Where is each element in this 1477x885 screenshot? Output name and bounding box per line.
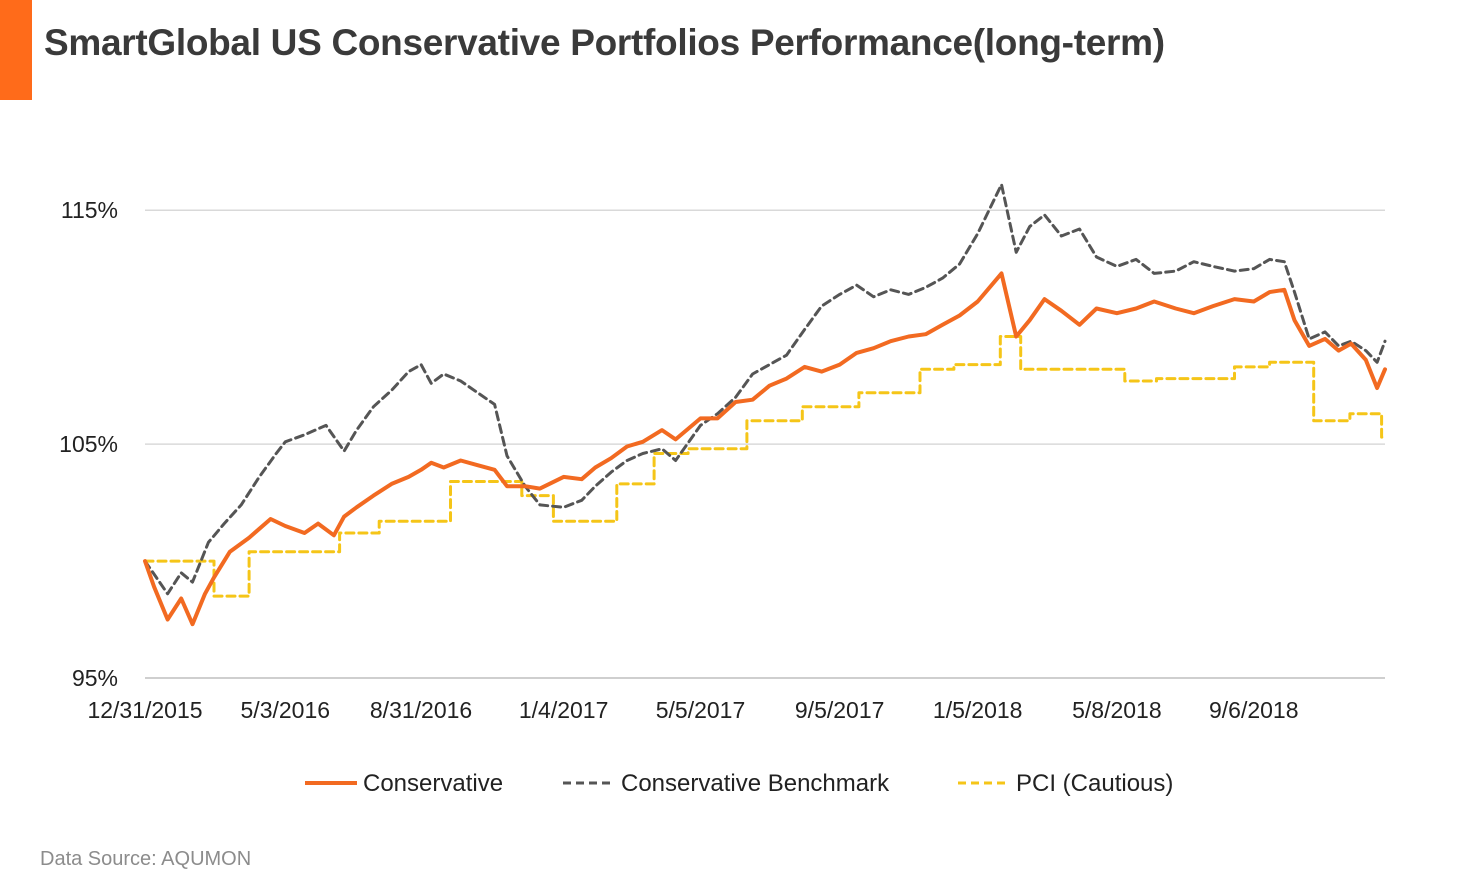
x-tick-label: 8/31/2016 — [370, 697, 472, 723]
legend-label: PCI (Cautious) — [1016, 770, 1173, 797]
title-accent-bar — [0, 0, 32, 100]
series-line-conservative-benchmark — [143, 183, 1387, 596]
x-tick-label: 5/8/2018 — [1072, 697, 1162, 723]
x-tick-label: 5/3/2016 — [241, 697, 331, 723]
data-source-note: Data Source: AQUMON — [40, 848, 252, 870]
series-line-pci-cautious — [143, 335, 1387, 598]
x-tick-label: 12/31/2015 — [87, 697, 202, 723]
legend: Conservative Conservative Benchmark PCI (C… — [305, 770, 1173, 797]
y-axis-labels: 95% 105% 115% — [59, 197, 118, 691]
y-tick-label: 115% — [61, 197, 118, 223]
legend-label: Conservative Benchmark — [621, 770, 890, 797]
x-tick-label: 1/4/2017 — [519, 697, 609, 723]
y-tick-label: 105% — [59, 431, 118, 457]
series-group — [143, 183, 1387, 627]
legend-label: Conservative — [363, 770, 503, 797]
x-tick-label: 9/6/2018 — [1209, 697, 1299, 723]
x-tick-label: 5/5/2017 — [656, 697, 746, 723]
x-tick-label: 9/5/2017 — [795, 697, 885, 723]
series-line-conservative — [143, 271, 1387, 627]
x-axis-labels: 12/31/2015 5/3/2016 8/31/2016 1/4/2017 5/5/2… — [87, 697, 1298, 723]
x-tick-label: 1/5/2018 — [933, 697, 1023, 723]
grid-lines — [145, 209, 1385, 679]
chart-title: SmartGlobal US Conservative Portfolios P… — [44, 22, 1165, 63]
y-tick-label: 95% — [72, 665, 118, 691]
